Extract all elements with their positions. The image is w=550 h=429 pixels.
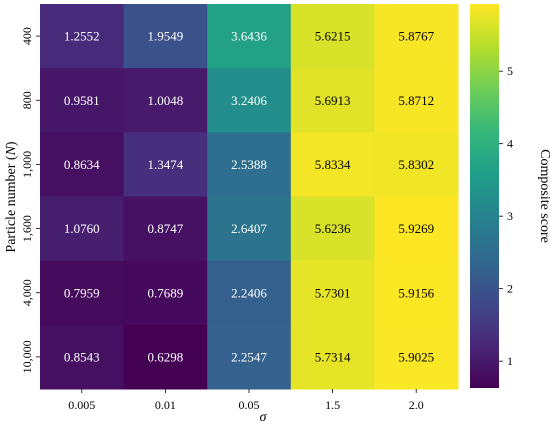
colorbar-tick-label: 4 xyxy=(507,137,513,151)
heatmap-cell xyxy=(374,324,459,390)
heatmap-cell xyxy=(290,196,375,262)
y-axis-title-suffix: ) xyxy=(4,141,19,146)
heatmap-cell-value: 1.0760 xyxy=(64,221,100,236)
y-axis-title-variable: N xyxy=(4,145,19,156)
x-axis-title: σ xyxy=(260,410,268,425)
y-axis-tick-label: 400 xyxy=(20,27,34,45)
heatmap-cell-value: 2.6407 xyxy=(231,221,267,236)
x-axis-tick-label: 0.005 xyxy=(68,398,95,412)
heatmap-cell-value: 5.9269 xyxy=(398,221,434,236)
heatmap-cell-value: 0.8747 xyxy=(148,221,184,236)
heatmap-cell xyxy=(123,132,208,197)
heatmap-cell xyxy=(374,132,459,197)
heatmap-cell xyxy=(40,132,125,197)
heatmap-cell xyxy=(123,324,208,390)
heatmap-cell-value: 5.8712 xyxy=(398,93,434,108)
heatmap-cell xyxy=(123,4,208,69)
heatmap-cell-value: 1.2552 xyxy=(64,29,100,44)
heatmap-cell-value: 5.9025 xyxy=(398,349,434,364)
heatmap-cell-value: 5.6215 xyxy=(315,29,351,44)
heatmap-cell-value: 0.8634 xyxy=(64,157,100,172)
colorbar-tick-label: 5 xyxy=(507,64,513,78)
heatmap-cells xyxy=(40,4,459,390)
y-axis-title: Particle number (N) xyxy=(4,141,19,253)
heatmap-cell xyxy=(40,68,125,133)
colorbar-tick-label: 2 xyxy=(507,282,513,296)
heatmap-cell-value: 5.6913 xyxy=(315,93,351,108)
y-axis-tick-label: 1,600 xyxy=(20,215,34,242)
heatmap-cell xyxy=(290,68,375,133)
heatmap-cell xyxy=(374,196,459,262)
colorbar-tick-label: 3 xyxy=(507,209,513,223)
y-axis-tick-label: 800 xyxy=(20,91,34,109)
heatmap-cell xyxy=(207,132,292,197)
heatmap-cell-value: 5.9156 xyxy=(398,285,434,300)
colorbar xyxy=(470,4,499,388)
heatmap-cell xyxy=(290,324,375,390)
heatmap-cell xyxy=(123,68,208,133)
colorbar-tick-label: 1 xyxy=(507,354,513,368)
heatmap-cell xyxy=(123,260,208,326)
heatmap-cell xyxy=(374,68,459,133)
heatmap-cell-value: 5.8302 xyxy=(398,157,434,172)
heatmap-cell xyxy=(207,4,292,69)
heatmap-cell xyxy=(40,196,125,262)
heatmap-cell-value: 2.2547 xyxy=(231,349,267,364)
y-axis-tick-label: 10,000 xyxy=(20,340,34,373)
x-axis-tick-label: 0.05 xyxy=(239,398,260,412)
y-axis-tick-label: 4,000 xyxy=(20,279,34,306)
colorbar-ticks: 1 2 3 4 5 xyxy=(499,64,513,368)
heatmap-cell xyxy=(207,260,292,326)
heatmap-cell-value: 3.2406 xyxy=(231,93,267,108)
heatmap-cell xyxy=(290,4,375,69)
heatmap-cell xyxy=(207,68,292,133)
heatmap-cell xyxy=(207,324,292,390)
y-axis-title-prefix: Particle number ( xyxy=(4,155,19,253)
heatmap-cell-value: 0.6298 xyxy=(148,349,184,364)
heatmap-cell-value: 2.5388 xyxy=(231,157,267,172)
heatmap-cell-value: 5.8334 xyxy=(315,157,351,172)
heatmap-cell xyxy=(123,196,208,262)
x-axis-ticks: 0.005 0.01 0.05 1.5 2.0 xyxy=(68,389,424,412)
heatmap-cell-labels: 1.2552 1.9549 3.6436 5.6215 5.8767 0.9581 1.00… xyxy=(64,29,435,365)
heatmap-cell-value: 1.9549 xyxy=(148,29,184,44)
heatmap-cell-value: 2.2406 xyxy=(231,285,267,300)
y-axis-tick-label: 1,000 xyxy=(20,151,34,178)
heatmap-cell-value: 5.6236 xyxy=(315,221,351,236)
heatmap-cell-value: 0.9581 xyxy=(64,93,100,108)
x-axis-tick-label: 1.5 xyxy=(325,398,340,412)
heatmap-cell xyxy=(40,324,125,390)
y-axis-ticks: 400 800 1,000 1,600 4,000 10,000 xyxy=(20,27,40,373)
heatmap-cell xyxy=(374,4,459,69)
heatmap-cell-value: 0.8543 xyxy=(64,349,100,364)
heatmap-cell xyxy=(40,4,125,69)
heatmap-cell-value: 0.7689 xyxy=(148,285,184,300)
heatmap-cell xyxy=(374,260,459,326)
x-axis-tick-label: 0.01 xyxy=(155,398,176,412)
heatmap-cell-value: 0.7959 xyxy=(64,285,100,300)
heatmap-cell-value: 5.7301 xyxy=(315,285,351,300)
heatmap-cell xyxy=(290,132,375,197)
x-axis-tick-label: 2.0 xyxy=(409,398,424,412)
colorbar-title: Composite score xyxy=(537,149,550,243)
heatmap-cell-value: 5.8767 xyxy=(398,29,434,44)
heatmap-cell-value: 3.6436 xyxy=(231,29,267,44)
heatmap-cell xyxy=(290,260,375,326)
heatmap-cell xyxy=(40,260,125,326)
heatmap-cell-value: 1.3474 xyxy=(148,157,184,172)
heatmap-cell-value: 5.7314 xyxy=(315,349,351,364)
heatmap-cell-value: 1.0048 xyxy=(148,93,184,108)
heatmap-cell xyxy=(207,196,292,262)
